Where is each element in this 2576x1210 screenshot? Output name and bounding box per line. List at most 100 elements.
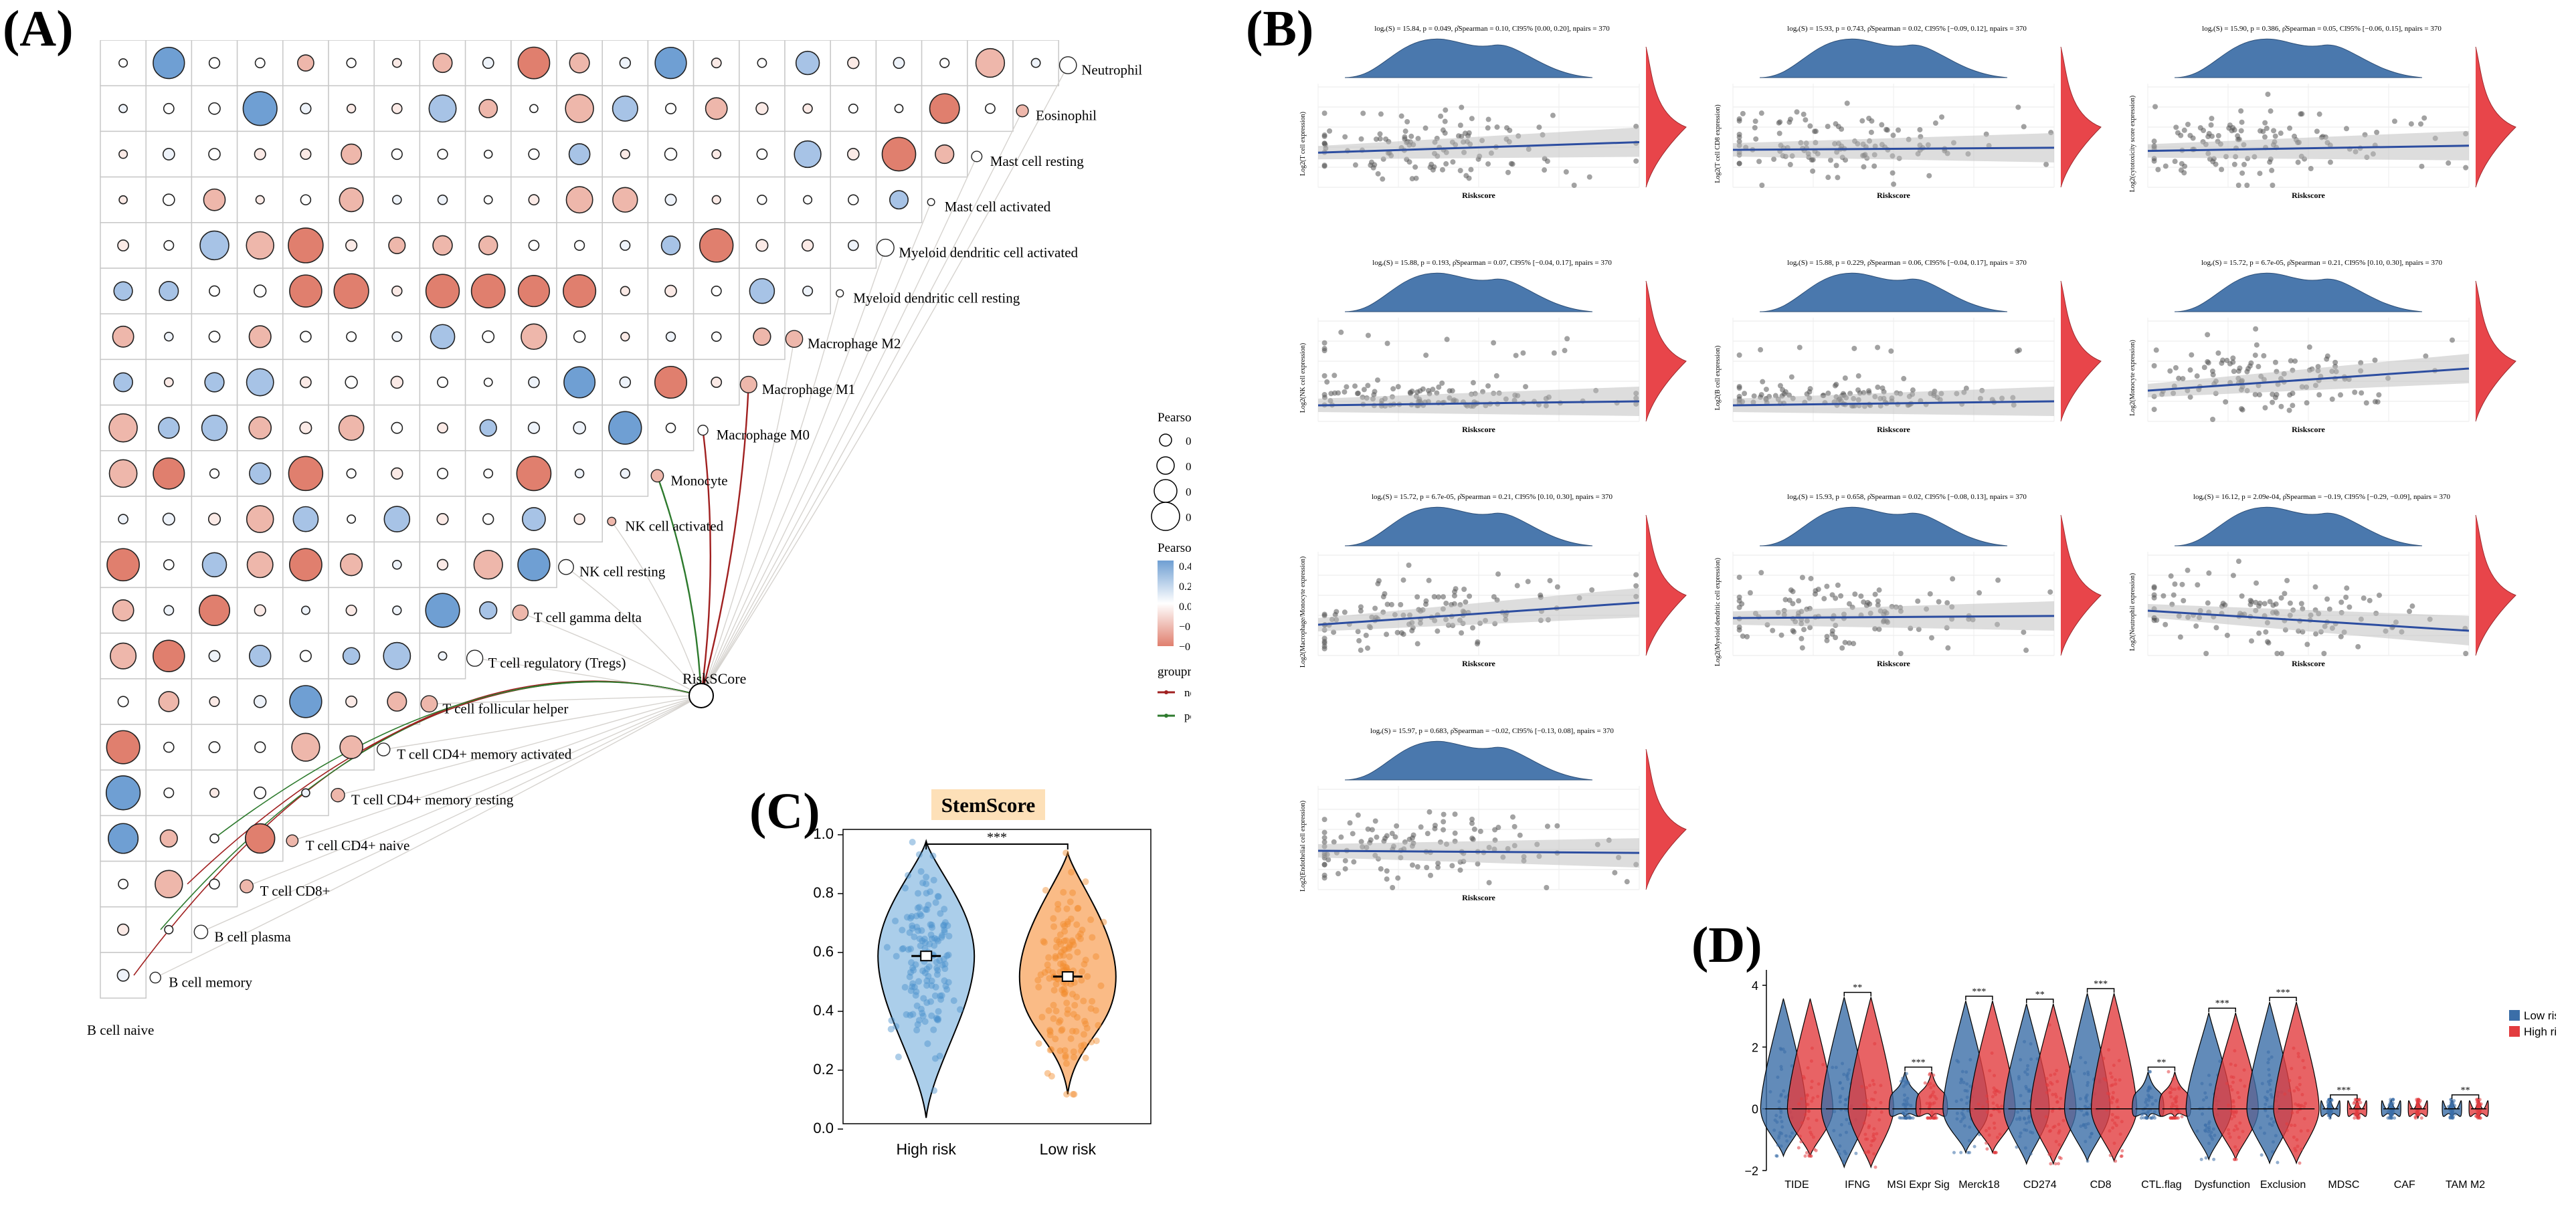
correlation-circle [665, 422, 676, 433]
correlation-circle [255, 195, 265, 205]
violin-point [2015, 1117, 2019, 1121]
correlation-circle [794, 140, 822, 169]
correlation-circle [573, 421, 586, 435]
scatter-point [2265, 91, 2271, 97]
connection-line [700, 384, 749, 696]
scatter-point [1869, 118, 1875, 124]
correlation-circle [288, 227, 324, 264]
correlation-circle [253, 695, 267, 708]
scatter-point [1736, 598, 1742, 604]
scatter-point [1589, 587, 1595, 593]
correlation-circle [338, 415, 365, 441]
row-label: NK cell activated [625, 518, 723, 534]
correlation-circle [563, 274, 597, 308]
violin-point [914, 1021, 921, 1028]
significance-label: *** [1912, 1057, 1926, 1068]
violin-point [2276, 1161, 2280, 1165]
legend-color-tick: −0.2 [1179, 621, 1191, 633]
scatter-point [1466, 130, 1472, 136]
correlation-circle [254, 148, 266, 161]
scatter-plot: logₑ(S) = 15.84, p = 0.049, ρ̂Spearman =… [1299, 25, 1687, 200]
scatter-point [2332, 359, 2338, 365]
violin-point [2203, 1091, 2207, 1095]
violin-point [925, 963, 933, 971]
violin-point [1810, 1046, 1814, 1050]
scatter-point [1431, 594, 1437, 600]
violin-point [2225, 1082, 2229, 1086]
violin-point [931, 992, 939, 999]
violin-point [2296, 1110, 2300, 1114]
scatter-point [1384, 876, 1390, 882]
scatter-point [1867, 601, 1873, 607]
violin-point [2296, 1051, 2300, 1055]
scatter-plot: logₑ(S) = 15.72, p = 6.7e-05, ρ̂Spearman… [2129, 259, 2516, 434]
scatter-point [2219, 167, 2225, 173]
violin-point [2018, 1117, 2022, 1121]
scatter-point [2376, 592, 2382, 598]
scatter-point [2168, 573, 2174, 579]
scatter-point [1410, 832, 1416, 838]
violin-point [2242, 1068, 2246, 1072]
violin-point [2120, 1120, 2124, 1124]
correlation-circle [664, 284, 677, 298]
scatter-point [1915, 598, 1921, 604]
scatter-point [2224, 632, 2230, 638]
violin-point [1064, 918, 1071, 926]
correlation-circle [249, 462, 272, 485]
correlation-circle [300, 148, 312, 161]
violin-point [2107, 1048, 2111, 1052]
correlation-circle [482, 330, 495, 343]
correlation-circle [116, 923, 130, 936]
correlation-circle [436, 513, 449, 526]
scatter-point [2220, 357, 2226, 363]
y-axis-label: Log2(T cell CD8 expression) [1714, 104, 1722, 183]
scatter-point [1441, 827, 1447, 833]
violin-point [2300, 1147, 2304, 1151]
violin-point [1063, 1091, 1071, 1098]
violin-point [2029, 1130, 2033, 1134]
confidence-band [1318, 838, 1639, 868]
violin-point [2328, 1116, 2332, 1120]
violin-point [2119, 1154, 2123, 1158]
scatter-point [1797, 344, 1803, 350]
correlation-circle [209, 878, 220, 890]
correlation-circle [331, 787, 345, 803]
violin-point [1780, 1120, 1784, 1124]
scatter-point [1917, 126, 1923, 132]
violin-point [2390, 1111, 2394, 1115]
violin-point [2120, 1149, 2124, 1153]
violin-point [1069, 938, 1077, 946]
violin-point [2268, 1088, 2272, 1092]
violin-point [1063, 849, 1070, 857]
right-density [2475, 46, 2516, 188]
scatter-point [2337, 392, 2343, 398]
scatter-point [1324, 379, 1330, 385]
scatter-point [2190, 135, 2196, 141]
violin-point [2079, 1124, 2083, 1128]
correlation-circle [208, 57, 221, 69]
violin-point [2285, 1128, 2289, 1132]
scatter-point [1633, 583, 1639, 589]
correlation-circle [939, 58, 950, 68]
correlation-circle [739, 375, 757, 393]
scatter-point [1415, 136, 1421, 142]
violin-point [1063, 999, 1071, 1007]
connection-line [701, 338, 795, 696]
legend-color-title: Pearson_r [1158, 541, 1191, 555]
scatter-point [1879, 122, 1885, 128]
violin-point [1044, 967, 1052, 974]
scatter-point [2205, 359, 2211, 365]
scatter-point [1469, 116, 1475, 122]
violin-point [909, 983, 916, 991]
violin-point [2195, 1129, 2199, 1133]
scatter-point [1858, 593, 1864, 599]
correlation-circle [558, 559, 574, 575]
scatter-point [1336, 871, 1342, 877]
x-tick-label: Low risk [1040, 1140, 1097, 1158]
correlation-circle [163, 741, 175, 753]
scatter-point [2282, 591, 2288, 597]
violin-point [1060, 952, 1067, 959]
violin-point [922, 906, 929, 913]
